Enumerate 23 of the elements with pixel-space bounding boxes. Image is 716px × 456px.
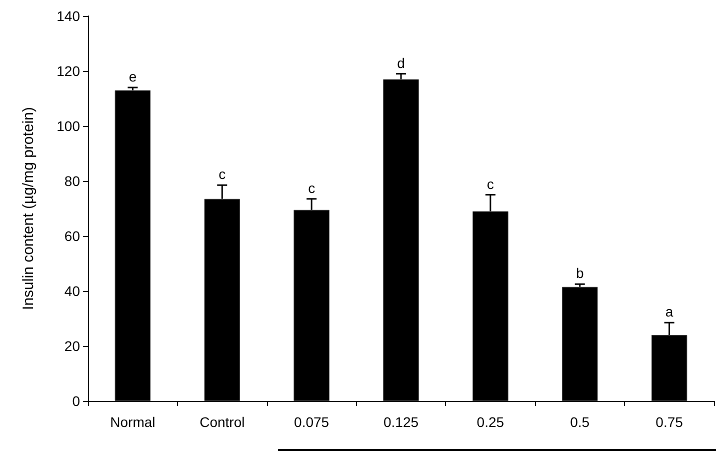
x-tick-label: 0.125 [383, 414, 419, 430]
annotation: c [308, 180, 316, 196]
annotation: c [218, 166, 226, 182]
annotation: e [128, 68, 137, 84]
y-tick-label: 100 [56, 118, 80, 134]
x-tick-label: Control [200, 414, 245, 430]
annotation: c [486, 176, 494, 192]
annotation: a [665, 304, 674, 320]
x-tick-label: 0.75 [656, 414, 684, 430]
y-tick-label: 0 [72, 393, 80, 409]
y-tick-label: 120 [56, 63, 80, 79]
y-tick-label: 80 [64, 173, 80, 189]
x-tick-label: Normal [110, 414, 156, 430]
y-tick-label: 140 [56, 8, 80, 24]
x-tick-label: 0.25 [476, 414, 504, 430]
y-tick-label: 40 [64, 283, 80, 299]
annotation: b [576, 265, 584, 282]
y-tick-label: 20 [64, 338, 80, 354]
x-tick-label: 0.075 [294, 414, 330, 430]
x-tick-label: 0.5 [570, 414, 590, 430]
y-tick-label: 60 [64, 228, 80, 244]
y-axis-title: Insulin content (µg/mg protein) [20, 107, 37, 310]
annotation: d [397, 54, 405, 71]
